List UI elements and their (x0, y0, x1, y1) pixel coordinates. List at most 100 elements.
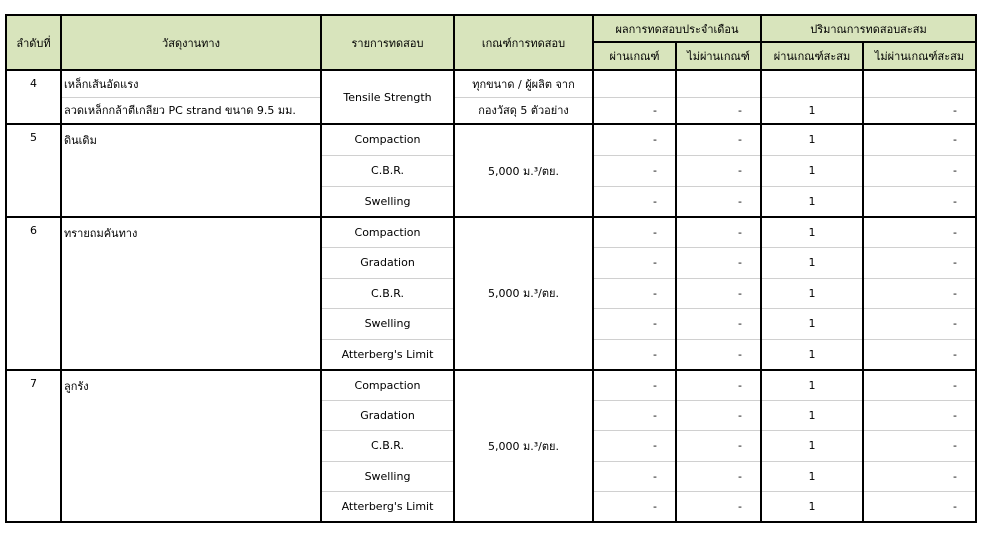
monthly-fail: - (675, 247, 762, 279)
cum-pass: 1 (760, 338, 864, 371)
table-row: ลวดเหล็กกล้าตีเกลียว PC strand ขนาด 9.5 … (6, 96, 977, 125)
cum-fail: - (862, 96, 977, 125)
test-name: C.B.R. (320, 154, 455, 187)
cum-fail: - (862, 399, 977, 431)
table-row: 7 ลูกรัง Compaction 5,000 ม.³/ตย. - -1- (5, 368, 977, 523)
monthly-pass: - (592, 491, 677, 523)
monthly-fail: - (675, 185, 762, 218)
cum-pass: 1 (760, 491, 864, 523)
cum-fail: - (862, 491, 977, 523)
header-material: วัสดุงานทาง (60, 14, 322, 71)
table-row: Atterberg's Limit - -1- (6, 491, 977, 523)
criteria: 5,000 ม.³/ตย. (453, 123, 594, 218)
test-name: Swelling (320, 185, 455, 218)
monthly-pass: - (592, 96, 677, 125)
cum-pass: 1 (760, 308, 864, 340)
monthly-fail: - (675, 123, 762, 156)
monthly-pass (592, 69, 677, 98)
monthly-pass: - (592, 185, 677, 218)
material-name: ทรายถมคันทาง (60, 216, 322, 371)
cum-pass (760, 69, 864, 98)
table-row: C.B.R. - -1- (6, 154, 977, 187)
criteria: 5,000 ม.³/ตย. (453, 216, 594, 371)
monthly-fail: - (675, 308, 762, 340)
monthly-fail: - (675, 399, 762, 431)
material-name: ลูกรัง (60, 368, 322, 523)
test-name: Compaction (320, 368, 455, 401)
criteria: 5,000 ม.³/ตย. (453, 368, 594, 523)
monthly-fail: - (675, 460, 762, 492)
test-name: Gradation (320, 247, 455, 279)
cum-pass: 1 (760, 277, 864, 309)
cum-fail: - (862, 123, 977, 156)
cum-pass: 1 (760, 368, 864, 401)
cum-pass: 1 (760, 96, 864, 125)
header-monthly-pass: ผ่านเกณฑ์ (592, 41, 677, 71)
material-test-table: ลำดับที่ วัสดุงานทาง รายการทดสอบ เกณฑ์กา… (5, 14, 977, 523)
test-name: C.B.R. (320, 430, 455, 462)
monthly-pass: - (592, 399, 677, 431)
cum-fail: - (862, 460, 977, 492)
table-row: 6 ทรายถมคันทาง Compaction 5,000 ม.³/ตย. - -1- (5, 216, 977, 371)
monthly-pass: - (592, 338, 677, 371)
monthly-pass: - (592, 247, 677, 279)
monthly-pass: - (592, 430, 677, 462)
cum-pass: 1 (760, 460, 864, 492)
table-row: Gradation - -1- (6, 399, 977, 431)
cum-pass: 1 (760, 399, 864, 431)
header-test: รายการทดสอบ (320, 14, 455, 71)
cum-pass: 1 (760, 247, 864, 279)
monthly-fail: - (675, 430, 762, 462)
cum-fail (862, 69, 977, 98)
cum-pass: 1 (760, 430, 864, 462)
monthly-fail: - (675, 154, 762, 187)
row-no: 6 (5, 216, 62, 371)
test-name: Swelling (320, 308, 455, 340)
criteria: ทุกขนาด / ผู้ผลิต จาก (453, 69, 594, 98)
monthly-fail: - (675, 216, 762, 248)
cum-fail: - (862, 277, 977, 309)
table-row: 5 ดินเดิม Compaction 5,000 ม.³/ตย. - -1- (5, 123, 977, 218)
header-no: ลำดับที่ (5, 14, 62, 71)
test-name: Atterberg's Limit (320, 338, 455, 371)
cum-fail: - (862, 308, 977, 340)
test-name: Gradation (320, 399, 455, 431)
row-no: 4 (5, 69, 62, 125)
cum-fail: - (862, 247, 977, 279)
test-name: Swelling (320, 460, 455, 492)
test-name: Compaction (320, 123, 455, 156)
row-no: 5 (5, 123, 62, 218)
header-monthly-fail: ไม่ผ่านเกณฑ์ (675, 41, 762, 71)
monthly-pass: - (592, 154, 677, 187)
table-row: Swelling - -1- (6, 185, 977, 218)
test-name: C.B.R. (320, 277, 455, 309)
cum-fail: - (862, 430, 977, 462)
table-row: C.B.R. - -1- (6, 430, 977, 462)
monthly-fail (675, 69, 762, 98)
cum-pass: 1 (760, 154, 864, 187)
monthly-pass: - (592, 216, 677, 248)
monthly-pass: - (592, 308, 677, 340)
test-name: Compaction (320, 216, 455, 248)
row-no: 7 (5, 368, 62, 523)
cum-fail: - (862, 185, 977, 218)
monthly-fail: - (675, 491, 762, 523)
monthly-fail: - (675, 96, 762, 125)
monthly-fail: - (675, 368, 762, 401)
cum-fail: - (862, 154, 977, 187)
monthly-pass: - (592, 277, 677, 309)
monthly-pass: - (592, 460, 677, 492)
material-name: ดินเดิม (60, 123, 322, 218)
cum-fail: - (862, 368, 977, 401)
cum-fail: - (862, 216, 977, 248)
header-monthly: ผลการทดสอบประจำเดือน (592, 14, 762, 43)
header-cumulative: ปริมาณการทดสอบสะสม (760, 14, 977, 43)
cum-pass: 1 (760, 185, 864, 218)
table-row: 4 เหล็กเส้นอัดแรง Tensile Strength ทุกขน… (5, 69, 977, 125)
monthly-fail: - (675, 277, 762, 309)
monthly-pass: - (592, 368, 677, 401)
cum-pass: 1 (760, 123, 864, 156)
cum-pass: 1 (760, 216, 864, 248)
table-row: Atterberg's Limit - -1- (6, 338, 977, 371)
test-name: Atterberg's Limit (320, 491, 455, 523)
